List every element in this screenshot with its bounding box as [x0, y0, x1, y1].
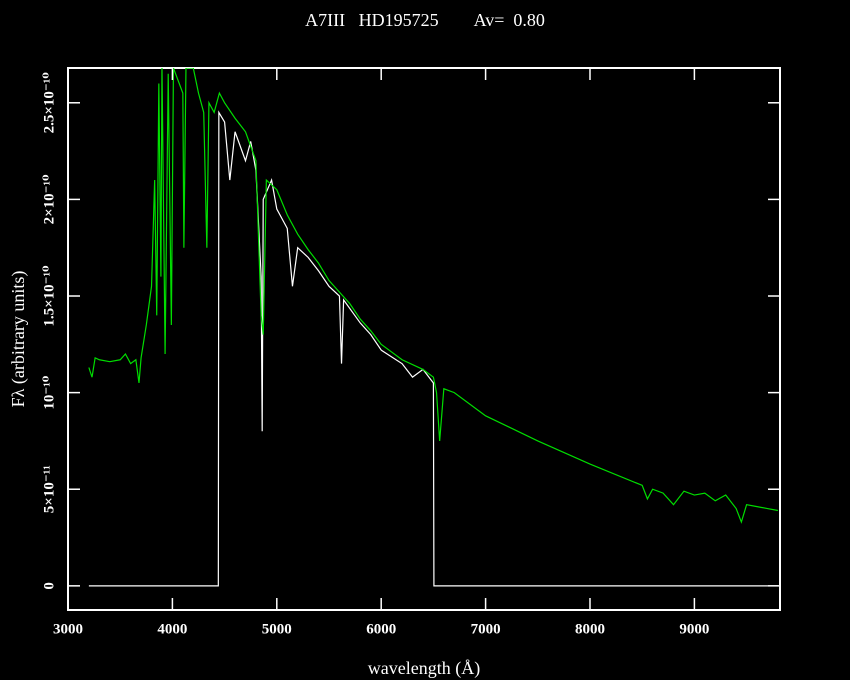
- x-tick-label: 8000: [575, 621, 605, 637]
- x-tick-label: 7000: [471, 621, 501, 637]
- y-tick-label: 2×10⁻¹⁰: [41, 174, 57, 224]
- chart-title: A7III HD195725 Av= 0.80: [305, 10, 545, 30]
- y-tick-label: 1.5×10⁻¹⁰: [41, 265, 57, 327]
- spectrum-line: [88, 110, 778, 587]
- spectrum-line: [88, 68, 779, 524]
- x-tick-label: 6000: [366, 621, 396, 637]
- y-tick-label: 5×10⁻¹¹: [41, 465, 57, 513]
- y-axis-label: Fλ (arbitrary units): [8, 271, 29, 408]
- x-tick-label: 5000: [262, 621, 292, 637]
- plot-area: [88, 68, 779, 587]
- x-axis-label: wavelength (Å): [368, 658, 480, 679]
- plot-frame: [67, 67, 781, 611]
- x-tick-label: 4000: [157, 621, 187, 637]
- y-tick-label: 10⁻¹⁰: [41, 375, 57, 409]
- y-tick-label: 0: [41, 582, 57, 590]
- x-tick-label: 3000: [53, 621, 83, 637]
- x-tick-label: 9000: [679, 621, 709, 637]
- y-tick-label: 2.5×10⁻¹⁰: [41, 72, 57, 134]
